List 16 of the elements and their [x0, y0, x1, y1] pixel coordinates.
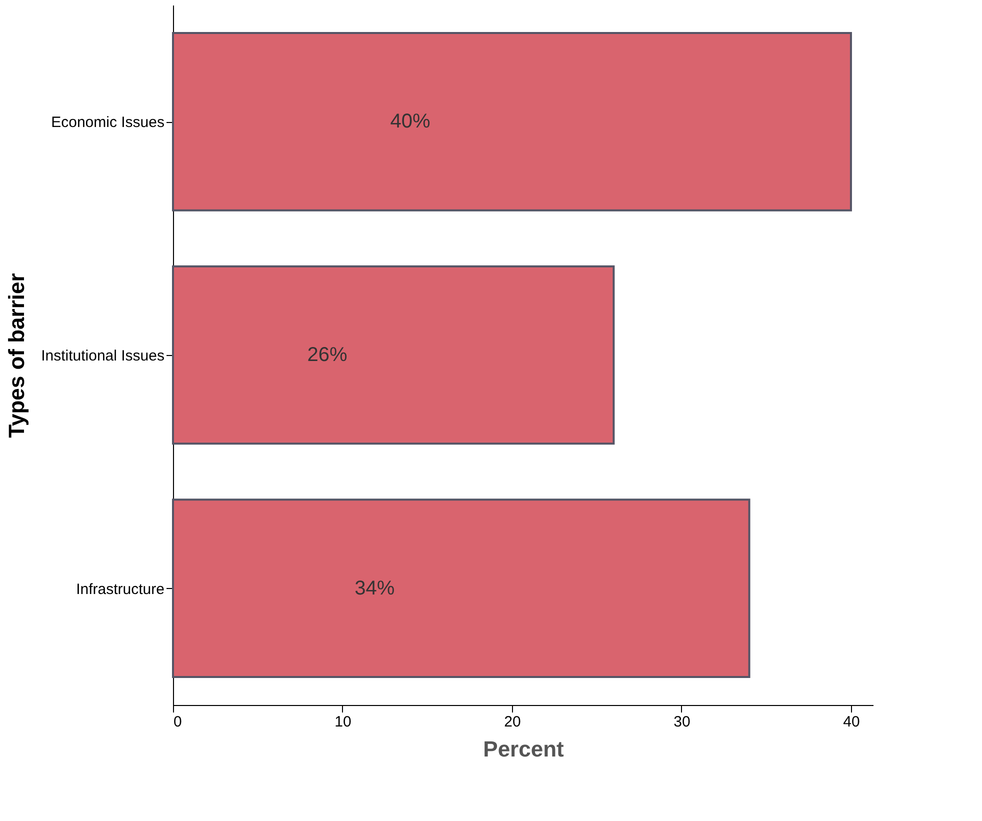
y-tick-label: Economic Issues — [51, 114, 164, 132]
bar — [172, 32, 852, 212]
y-tick-label: Institutional Issues — [41, 348, 164, 364]
bar — [172, 265, 615, 445]
data-label: 40% — [390, 110, 431, 133]
data-label: 26% — [307, 344, 348, 366]
y-axis-title: Types of barrier — [4, 272, 30, 438]
x-tick-label: 40 — [843, 714, 860, 730]
x-tick-label: 10 — [334, 714, 352, 730]
x-tick-label: 30 — [674, 714, 690, 730]
x-axis-title: Percent — [483, 736, 565, 762]
data-label: 34% — [354, 577, 395, 600]
x-tick-label: 0 — [174, 714, 182, 730]
x-tick-label: 20 — [504, 714, 521, 730]
bar — [172, 498, 750, 678]
y-tick-label: Infrastructure — [76, 580, 164, 598]
